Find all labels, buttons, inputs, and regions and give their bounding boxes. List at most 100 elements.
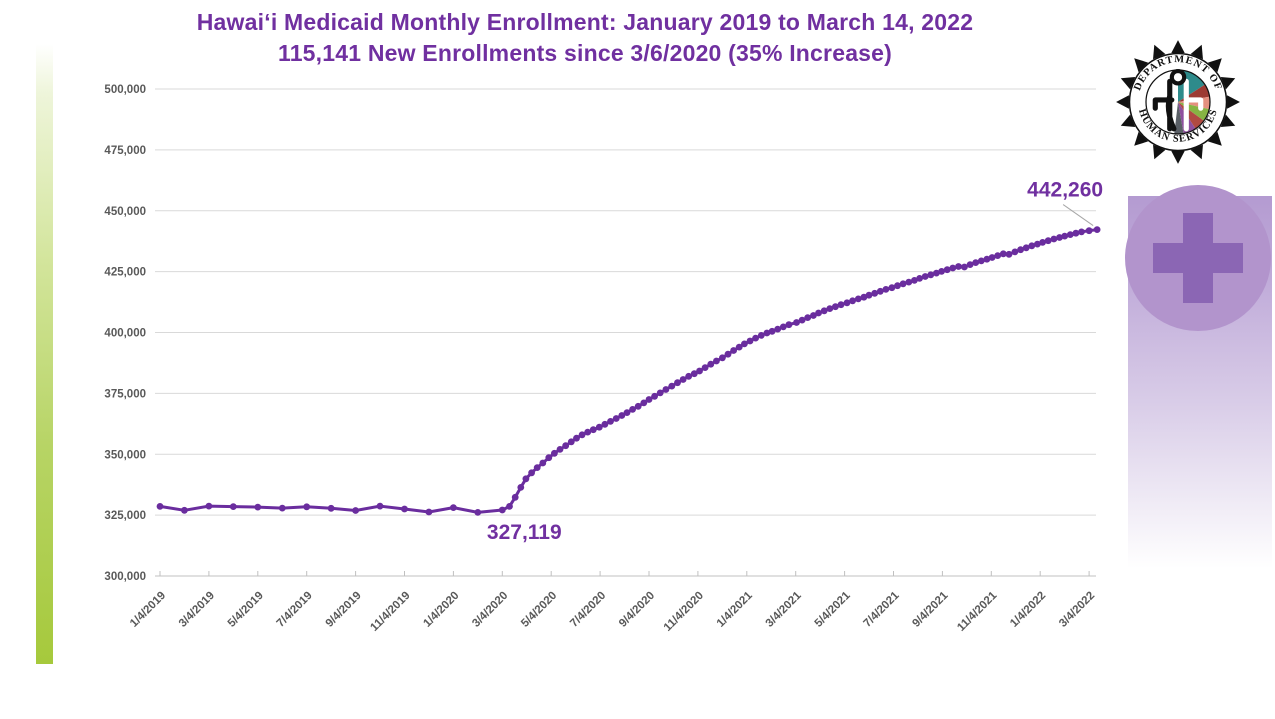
data-point [815, 309, 822, 317]
data-point [826, 305, 834, 312]
data-point [876, 287, 884, 295]
data-point [927, 271, 935, 279]
data-point [376, 502, 384, 510]
x-axis-label: 9/4/2020 [617, 590, 657, 630]
data-point [662, 386, 670, 393]
data-point [533, 464, 541, 471]
data-point [278, 504, 286, 512]
data-point [911, 277, 918, 284]
data-point [612, 415, 620, 422]
data-point [774, 325, 782, 333]
data-point [785, 321, 793, 329]
data-point [899, 280, 907, 288]
data-point [894, 282, 901, 290]
data-point [988, 254, 996, 261]
x-axis-label: 1/4/2022 [1008, 590, 1048, 630]
data-point [949, 264, 957, 272]
data-point [254, 503, 262, 511]
data-point [584, 428, 592, 436]
data-point [921, 273, 929, 280]
x-axis-label: 5/4/2020 [519, 590, 559, 630]
data-point [517, 484, 525, 491]
data-point [713, 357, 720, 365]
data-point [730, 347, 737, 354]
data-point [793, 319, 800, 326]
green-accent-bar [36, 44, 53, 664]
data-point [539, 459, 547, 467]
x-axis-label: 3/4/2019 [177, 590, 217, 630]
data-point [205, 502, 213, 510]
data-point [634, 402, 642, 410]
y-axis-label: 475,000 [104, 145, 146, 157]
data-point [595, 423, 603, 431]
x-axis-label: 3/4/2020 [470, 590, 510, 630]
data-point [843, 299, 851, 307]
y-axis-label: 325,000 [104, 510, 146, 522]
data-point [401, 505, 408, 513]
data-point [690, 370, 698, 378]
medical-plus-icon [1153, 213, 1243, 303]
data-point [943, 266, 951, 274]
x-axis-label: 1/4/2021 [715, 589, 756, 630]
data-point [352, 507, 359, 514]
data-point [938, 268, 945, 275]
data-point [860, 293, 868, 301]
data-point [905, 278, 913, 286]
data-point [1056, 234, 1063, 241]
data-point [679, 376, 687, 383]
data-point [567, 438, 575, 446]
data-point [556, 446, 564, 453]
x-axis-label: 5/4/2019 [226, 590, 266, 630]
title-line-1: Hawaiʻi Medicaid Monthly Enrollment: Jan… [196, 9, 974, 35]
data-point [994, 252, 1002, 259]
data-point [1005, 250, 1013, 258]
data-point [696, 367, 703, 375]
data-point [999, 250, 1007, 258]
data-point [589, 426, 597, 434]
data-point [578, 431, 586, 439]
data-point [425, 508, 433, 516]
data-point [1078, 228, 1085, 236]
data-point [757, 332, 765, 339]
data-point [871, 289, 879, 297]
data-point [1061, 232, 1069, 240]
data-point [1072, 229, 1080, 237]
x-axis-label: 7/4/2020 [568, 590, 608, 630]
x-axis-label: 3/4/2021 [764, 589, 805, 630]
page-title: Hawaiʻi Medicaid Monthly Enrollment: Jan… [60, 7, 1110, 69]
data-point [327, 504, 335, 512]
y-axis-label: 300,000 [104, 571, 146, 583]
x-axis-label: 3/4/2022 [1057, 590, 1097, 630]
y-axis-label: 350,000 [104, 449, 146, 461]
data-point [685, 372, 693, 380]
data-point [966, 261, 974, 268]
data-point [573, 434, 580, 442]
data-point [701, 364, 709, 371]
data-point [1085, 227, 1093, 235]
data-point [607, 418, 614, 425]
data-point [882, 286, 890, 293]
x-axis-label: 7/4/2021 [861, 589, 902, 630]
x-axis-label: 11/4/2021 [955, 589, 1000, 634]
title-line-2: 115,141 New Enrollments since 3/6/2020 (… [277, 40, 893, 66]
x-axis-label: 5/4/2021 [813, 589, 854, 630]
data-point [156, 503, 164, 510]
dhs-seal-logo: DEPARTMENT OF HUMAN SERVICES [1116, 40, 1240, 164]
y-axis-label: 500,000 [104, 84, 146, 96]
data-point [977, 257, 985, 265]
annotation-baseline-value: 327,119 [487, 521, 562, 544]
data-point [450, 504, 457, 511]
data-point [779, 323, 787, 331]
data-point [752, 334, 759, 342]
data-point [768, 327, 776, 335]
data-point [933, 269, 940, 277]
data-point [181, 506, 188, 514]
data-point [506, 503, 513, 510]
y-axis-label: 425,000 [104, 267, 146, 279]
annotation-latest-value: 442,260 [1027, 179, 1103, 202]
data-point [618, 412, 626, 419]
annotation-leader-line [1062, 204, 1094, 227]
data-point [955, 263, 962, 270]
data-point [601, 420, 609, 428]
